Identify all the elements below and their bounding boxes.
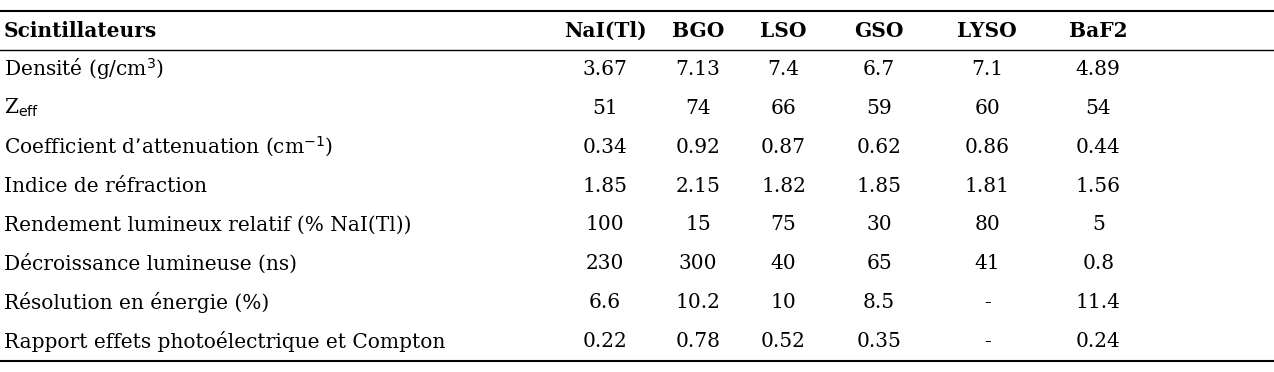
Text: 0.86: 0.86 [964,138,1010,157]
Text: 1.85: 1.85 [856,176,902,196]
Text: 60: 60 [975,99,1000,118]
Text: 2.15: 2.15 [675,176,721,196]
Text: BaF2: BaF2 [1069,20,1127,41]
Text: 0.8: 0.8 [1082,254,1115,273]
Text: 0.24: 0.24 [1075,332,1121,351]
Text: Décroissance lumineuse (ns): Décroissance lumineuse (ns) [4,254,297,274]
Text: Coefficient d’attenuation (cm$^{-1}$): Coefficient d’attenuation (cm$^{-1}$) [4,135,333,159]
Text: 1.81: 1.81 [964,176,1010,196]
Text: Rapport effets photoélectrique et Compton: Rapport effets photoélectrique et Compto… [4,331,445,352]
Text: 3.67: 3.67 [582,60,628,79]
Text: 300: 300 [679,254,717,273]
Text: 1.85: 1.85 [582,176,628,196]
Text: 75: 75 [771,215,796,234]
Text: 230: 230 [586,254,624,273]
Text: 0.52: 0.52 [761,332,806,351]
Text: 80: 80 [975,215,1000,234]
Text: 0.62: 0.62 [856,138,902,157]
Text: 7.13: 7.13 [675,60,721,79]
Text: Z$_{\mathrm{eff}}$: Z$_{\mathrm{eff}}$ [4,97,39,119]
Text: 10: 10 [771,293,796,312]
Text: 5: 5 [1092,215,1105,234]
Text: 66: 66 [771,99,796,118]
Text: 15: 15 [685,215,711,234]
Text: Scintillateurs: Scintillateurs [4,20,157,41]
Text: Densité (g/cm$^3$): Densité (g/cm$^3$) [4,57,164,82]
Text: NaI(Tl): NaI(Tl) [564,20,646,41]
Text: 11.4: 11.4 [1075,293,1121,312]
Text: GSO: GSO [855,20,903,41]
Text: 100: 100 [586,215,624,234]
Text: 74: 74 [685,99,711,118]
Text: 8.5: 8.5 [862,293,896,312]
Text: 30: 30 [866,215,892,234]
Text: 0.22: 0.22 [582,332,628,351]
Text: 6.6: 6.6 [589,293,622,312]
Text: 0.35: 0.35 [856,332,902,351]
Text: 0.34: 0.34 [582,138,628,157]
Text: 7.4: 7.4 [767,60,800,79]
Text: 40: 40 [771,254,796,273]
Text: 0.44: 0.44 [1075,138,1121,157]
Text: BGO: BGO [671,20,725,41]
Text: 54: 54 [1085,99,1111,118]
Text: Rendement lumineux relatif (% NaI(Tl)): Rendement lumineux relatif (% NaI(Tl)) [4,215,412,234]
Text: LSO: LSO [761,20,806,41]
Text: 59: 59 [866,99,892,118]
Text: Indice de réfraction: Indice de réfraction [4,176,206,196]
Text: 65: 65 [866,254,892,273]
Text: 0.78: 0.78 [675,332,721,351]
Text: 41: 41 [975,254,1000,273]
Text: 51: 51 [592,99,618,118]
Text: 6.7: 6.7 [862,60,896,79]
Text: LYSO: LYSO [958,20,1017,41]
Text: 1.82: 1.82 [761,176,806,196]
Text: 7.1: 7.1 [971,60,1004,79]
Text: -: - [984,332,991,351]
Text: 4.89: 4.89 [1075,60,1121,79]
Text: 1.56: 1.56 [1075,176,1121,196]
Text: 0.92: 0.92 [675,138,721,157]
Text: -: - [984,293,991,312]
Text: 0.87: 0.87 [761,138,806,157]
Text: Résolution en énergie (%): Résolution en énergie (%) [4,292,269,313]
Text: 10.2: 10.2 [675,293,721,312]
